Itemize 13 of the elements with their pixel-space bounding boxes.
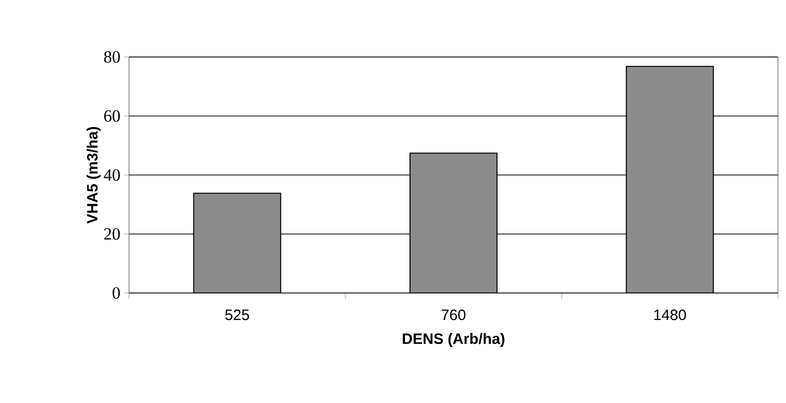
- x-tick-label: 760: [442, 310, 466, 320]
- y-tick-label: 20: [104, 228, 120, 240]
- y-tick-label: 40: [104, 169, 120, 181]
- x-axis-title: DENS (Arb/ha): [402, 333, 504, 347]
- bar: [193, 192, 282, 293]
- y-tick-label: 0: [112, 287, 120, 299]
- bar: [626, 66, 714, 293]
- x-tick-label: 1480: [654, 310, 686, 320]
- bar: [410, 152, 498, 293]
- y-tick-label: 60: [104, 110, 120, 122]
- y-axis-title: VHA5 (m3/ha): [86, 126, 101, 224]
- x-tick-label: 525: [225, 310, 250, 320]
- y-tick-label: 80: [104, 51, 120, 63]
